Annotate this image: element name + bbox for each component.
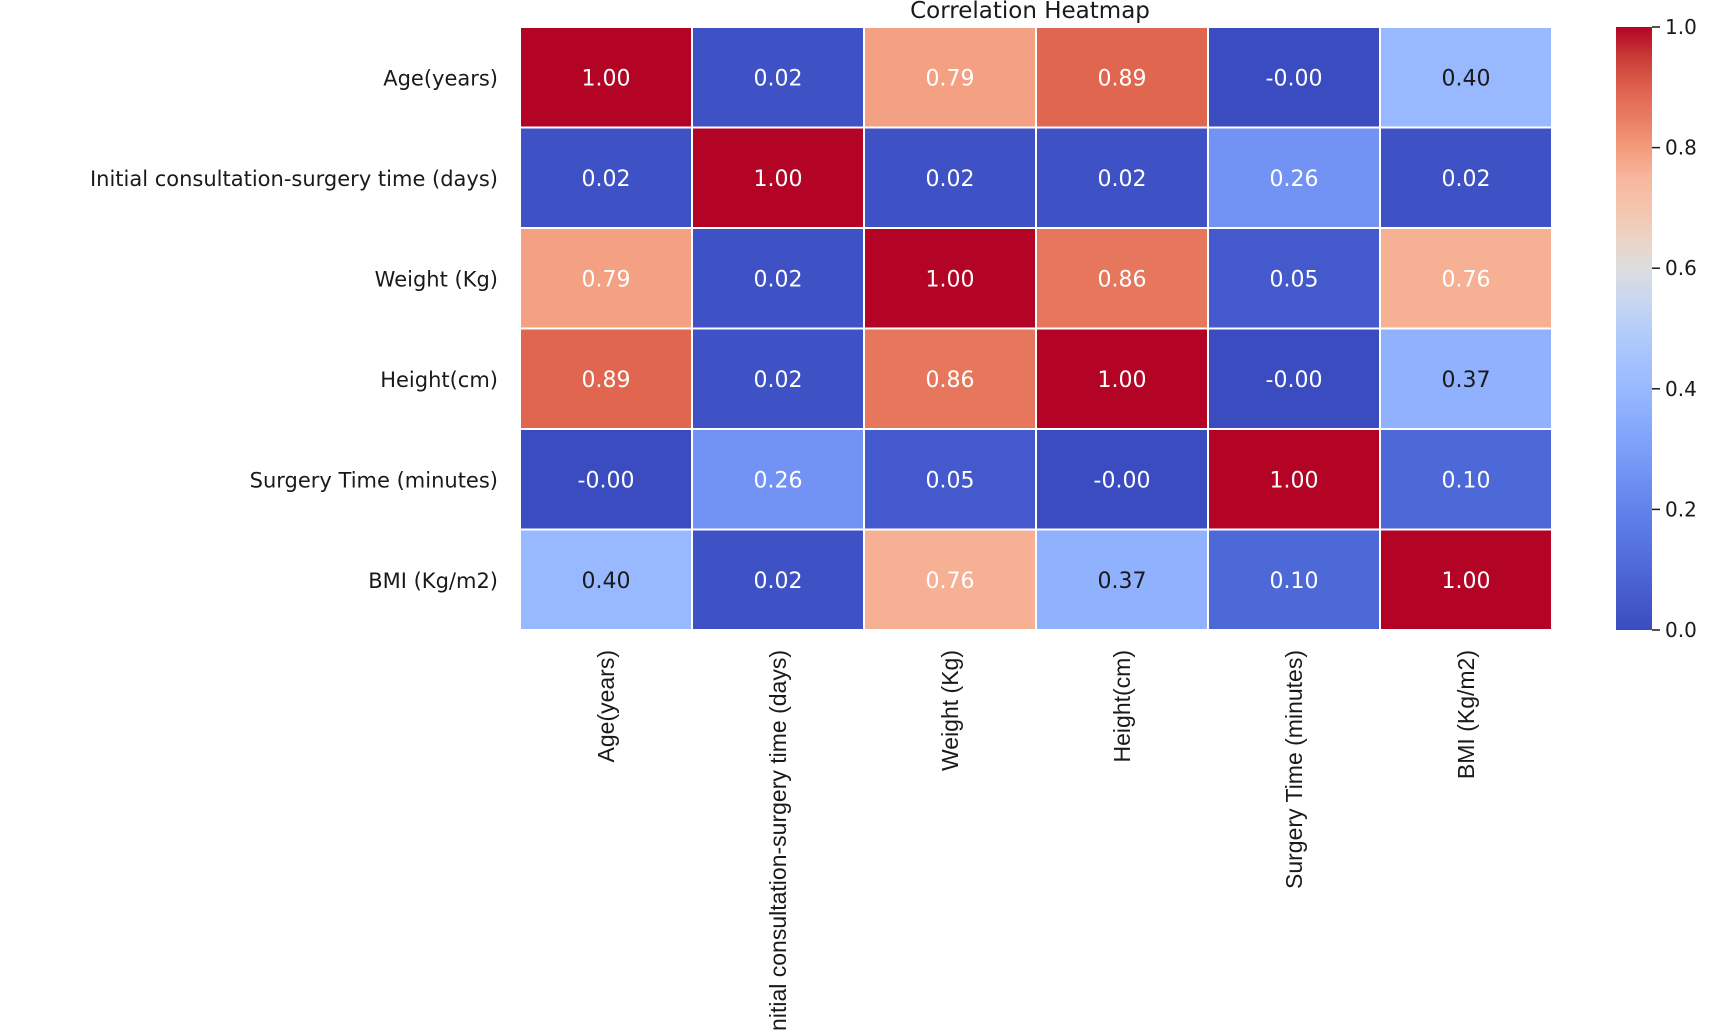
- heatmap-cell-r0-c0: [519, 26, 693, 129]
- cell-value-label-r1-c5: 0.02: [1442, 167, 1491, 192]
- cell-value-label-r5-c2: 0.76: [926, 569, 975, 594]
- heatmap-cell-r1-c3: [1035, 126, 1209, 229]
- colorbar-tick-label-2: 0.4: [1665, 377, 1697, 401]
- cell-value-label-r0-c4: -0.00: [1266, 66, 1323, 91]
- cell-value-label-r4-c3: -0.00: [1094, 468, 1151, 493]
- heatmap-cell-r5-c5: [1379, 528, 1553, 631]
- heatmap-cell-r2-c1: [691, 227, 865, 330]
- heatmap-cell-r1-c5: [1379, 126, 1553, 229]
- row-label-height-cm: Height(cm): [380, 368, 498, 392]
- cell-value-label-r3-c1: 0.02: [754, 368, 803, 393]
- heatmap-cell-r3-c4: [1207, 327, 1381, 430]
- cell-value-label-r4-c5: 0.10: [1442, 468, 1491, 493]
- column-label-bmi-kg-m2: BMI (Kg/m2): [1453, 650, 1479, 779]
- column-label-age-years: Age(years): [593, 650, 619, 762]
- cell-value-label-r4-c4: 1.00: [1270, 468, 1319, 493]
- cell-value-label-r4-c0: -0.00: [578, 468, 635, 493]
- colorbar-tick-label-3: 0.6: [1665, 256, 1697, 280]
- cell-value-label-r1-c1: 1.00: [754, 167, 803, 192]
- column-labels: Age(years) Initial consultation-surgery t…: [593, 650, 1479, 1033]
- cell-value-label-r0-c3: 0.89: [1098, 66, 1147, 91]
- colorbar-tick-label-0: 0.0: [1665, 618, 1697, 642]
- heatmap-cells: 1.00 0.02 0.79 0.89 -0.00 0.40 0.02 1.00 0.02 0.0…: [519, 26, 1553, 631]
- heatmap-cell-r4-c4: [1207, 428, 1381, 531]
- heatmap-cell-r5-c0: [519, 528, 693, 631]
- heatmap-cell-r0-c1: [691, 26, 865, 129]
- heatmap-cell-r3-c2: [863, 327, 1037, 430]
- cell-value-label-r0-c1: 0.02: [754, 66, 803, 91]
- cell-value-label-r5-c4: 0.10: [1270, 569, 1319, 594]
- heatmap-cell-r4-c0: [519, 428, 693, 531]
- column-label-initial-consultation-surgery-time-days: Initial consultation-surgery time (days): [765, 650, 791, 1033]
- heatmap-cell-r5-c4: [1207, 528, 1381, 631]
- cell-value-label-r3-c3: 1.00: [1098, 368, 1147, 393]
- colorbar-gradient: [1616, 27, 1652, 630]
- heatmap-cell-r4-c2: [863, 428, 1037, 531]
- column-label-surgery-time-minutes: Surgery Time (minutes): [1281, 650, 1307, 889]
- cell-value-label-r5-c3: 0.37: [1098, 569, 1147, 594]
- row-label-surgery-time-minutes: Surgery Time (minutes): [250, 468, 498, 492]
- colorbar: 0.0 0.2 0.4 0.6 0.8 1.0: [1616, 15, 1697, 642]
- cell-value-label-r4-c1: 0.26: [754, 468, 803, 493]
- cell-value-label-r2-c5: 0.76: [1442, 267, 1491, 292]
- heatmap-cell-r2-c4: [1207, 227, 1381, 330]
- row-label-initial-consultation-surgery-time-days: Initial consultation-surgery time (days): [90, 167, 498, 191]
- cell-value-label-r3-c2: 0.86: [926, 368, 975, 393]
- cell-value-label-r0-c0: 1.00: [582, 66, 631, 91]
- cell-value-label-r3-c4: -0.00: [1266, 368, 1323, 393]
- heatmap-cell-r4-c3: [1035, 428, 1209, 531]
- cell-value-label-r1-c0: 0.02: [582, 167, 631, 192]
- cell-value-label-r3-c0: 0.89: [582, 368, 631, 393]
- cell-value-label-r1-c3: 0.02: [1098, 167, 1147, 192]
- colorbar-tick-label-4: 0.8: [1665, 136, 1697, 160]
- row-label-age-years: Age(years): [383, 66, 498, 90]
- heatmap-cell-r4-c5: [1379, 428, 1553, 531]
- heatmap-cell-r0-c5: [1379, 26, 1553, 129]
- cell-value-label-r2-c4: 0.05: [1270, 267, 1319, 292]
- cell-value-label-r1-c2: 0.02: [926, 167, 975, 192]
- heatmap-cell-r3-c0: [519, 327, 693, 430]
- cell-value-label-r2-c0: 0.79: [582, 267, 631, 292]
- cell-value-label-r0-c2: 0.79: [926, 66, 975, 91]
- row-labels: Age(years) Initial consultation-surgery t…: [90, 66, 498, 593]
- column-label-weight-kg: Weight (Kg): [937, 650, 963, 771]
- cell-value-label-r0-c5: 0.40: [1442, 66, 1491, 91]
- cell-value-label-r3-c5: 0.37: [1442, 368, 1491, 393]
- heatmap-cell-r3-c1: [691, 327, 865, 430]
- cell-value-label-r2-c1: 0.02: [754, 267, 803, 292]
- cell-value-label-r2-c2: 1.00: [926, 267, 975, 292]
- heatmap-cell-r3-c3: [1035, 327, 1209, 430]
- row-label-weight-kg: Weight (Kg): [375, 267, 498, 291]
- cell-value-label-r5-c1: 0.02: [754, 569, 803, 594]
- chart-title: Correlation Heatmap: [910, 0, 1150, 24]
- cell-value-label-r5-c5: 1.00: [1442, 569, 1491, 594]
- heatmap-cell-r1-c1: [691, 126, 865, 229]
- heatmap-cell-r2-c5: [1379, 227, 1553, 330]
- column-label-height-cm: Height(cm): [1109, 650, 1135, 762]
- heatmap-cell-r0-c3: [1035, 26, 1209, 129]
- heatmap-cell-r3-c5: [1379, 327, 1553, 430]
- heatmap-cell-r2-c3: [1035, 227, 1209, 330]
- row-label-bmi-kg-m2: BMI (Kg/m2): [368, 569, 498, 593]
- cell-value-label-r1-c4: 0.26: [1270, 167, 1319, 192]
- colorbar-tick-label-5: 1.0: [1665, 15, 1697, 39]
- heatmap-cell-r5-c3: [1035, 528, 1209, 631]
- colorbar-tick-label-1: 0.2: [1665, 497, 1697, 521]
- cell-value-label-r4-c2: 0.05: [926, 468, 975, 493]
- cell-value-label-r2-c3: 0.86: [1098, 267, 1147, 292]
- heatmap-cell-r0-c2: [863, 26, 1037, 129]
- cell-value-label-r5-c0: 0.40: [582, 569, 631, 594]
